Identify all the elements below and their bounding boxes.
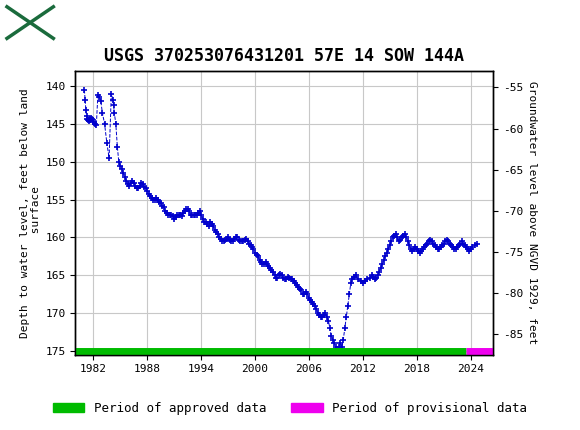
Bar bbox=[7, 7, 53, 38]
Text: USGS: USGS bbox=[58, 14, 113, 31]
Legend: Period of approved data, Period of provisional data: Period of approved data, Period of provi… bbox=[48, 397, 532, 420]
Title: USGS 370253076431201 57E 14 SOW 144A: USGS 370253076431201 57E 14 SOW 144A bbox=[104, 47, 464, 65]
Y-axis label: Depth to water level, feet below land
 surface: Depth to water level, feet below land su… bbox=[20, 88, 41, 338]
Y-axis label: Groundwater level above NGVD 1929, feet: Groundwater level above NGVD 1929, feet bbox=[527, 81, 537, 344]
